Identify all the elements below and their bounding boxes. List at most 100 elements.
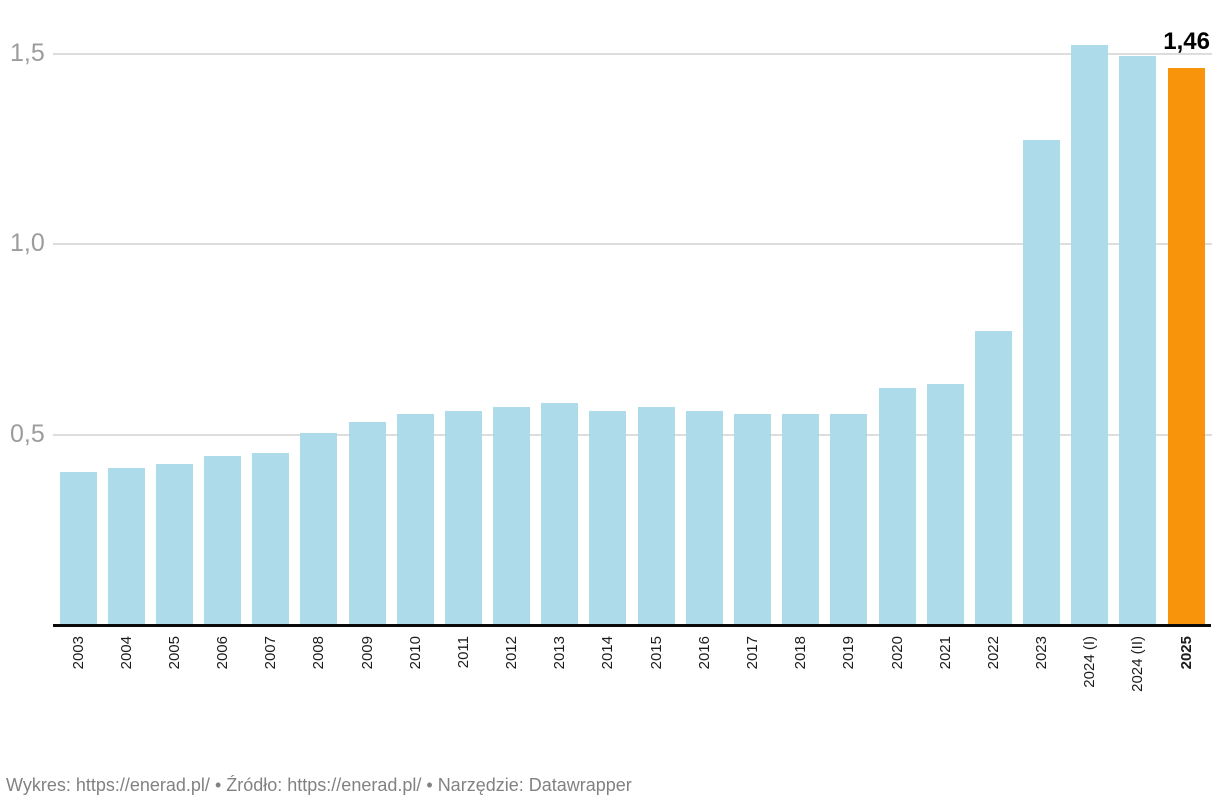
footer-chart-link[interactable]: https://enerad.pl/ — [75, 775, 210, 795]
x-tick-cell: 2012 — [488, 636, 536, 692]
x-tick-cell: 2006 — [199, 636, 247, 692]
x-tick-label-2011: 2011 — [454, 636, 472, 669]
x-tick-cell: 2003 — [54, 636, 102, 692]
x-tick-label-2013: 2013 — [551, 636, 569, 670]
x-tick-label-2020: 2020 — [888, 636, 906, 670]
x-tick-cell: 2015 — [632, 636, 680, 692]
bar-2019[interactable] — [830, 414, 868, 624]
x-tick-cell: 2005 — [150, 636, 198, 692]
bar-slot — [584, 0, 632, 624]
y-tick-label-0-5: 0,5 — [10, 419, 45, 448]
bar-2003[interactable] — [59, 472, 97, 624]
bar-slot — [1162, 0, 1210, 624]
bar-slot — [1114, 0, 1162, 624]
bar-slot — [199, 0, 247, 624]
x-tick-label-2008: 2008 — [310, 636, 328, 670]
footer-tool-label: Narzędzie: — [437, 775, 524, 795]
x-tick-cell: 2021 — [921, 636, 969, 692]
bar-2010[interactable] — [396, 414, 434, 624]
x-tick-label-2025: 2025 — [1177, 636, 1195, 670]
footer: Wykres: https://enerad.pl/ • Źródło: htt… — [6, 774, 632, 797]
bar-slot — [343, 0, 391, 624]
x-tick-label-2009: 2009 — [358, 636, 376, 670]
x-tick-label-2024-i: 2024 (I) — [1081, 636, 1099, 688]
bar-slot — [54, 0, 102, 624]
bar-2023[interactable] — [1023, 140, 1061, 624]
footer-chart-label: Wykres: — [6, 775, 71, 795]
bar-2025[interactable] — [1167, 68, 1205, 624]
x-tick-cell: 2013 — [536, 636, 584, 692]
bar-slot — [728, 0, 776, 624]
bar-2008[interactable] — [300, 433, 338, 624]
x-tick-label-2004: 2004 — [117, 636, 135, 670]
x-tick-label-2024-ii: 2024 (II) — [1129, 636, 1147, 692]
bar-2014[interactable] — [589, 411, 627, 624]
x-axis-labels: 2003 2004 2005 2006 2007 2008 2009 2010 2011 2012… — [54, 636, 1210, 692]
x-tick-label-2021: 2021 — [936, 636, 954, 670]
bar-2021[interactable] — [926, 384, 964, 624]
x-tick-cell: 2022 — [969, 636, 1017, 692]
y-tick-label-1-0: 1,0 — [10, 229, 45, 257]
x-tick-cell: 2017 — [728, 636, 776, 692]
x-tick-cell: 2020 — [873, 636, 921, 692]
footer-separator: • — [426, 775, 433, 795]
x-tick-label-2018: 2018 — [792, 636, 810, 670]
x-axis-line — [53, 624, 1211, 627]
x-tick-cell: 2018 — [777, 636, 825, 692]
gridline-1-0 — [53, 243, 1212, 245]
bar-slot — [295, 0, 343, 624]
x-tick-label-2010: 2010 — [406, 636, 424, 670]
x-tick-label-2015: 2015 — [647, 636, 665, 670]
x-tick-cell: 2010 — [391, 636, 439, 692]
x-tick-label-2019: 2019 — [840, 636, 858, 670]
x-tick-label-2022: 2022 — [984, 636, 1002, 670]
bar-2007[interactable] — [252, 453, 290, 624]
bar-2018[interactable] — [782, 414, 820, 624]
x-tick-label-2007: 2007 — [262, 636, 280, 670]
x-tick-label-2003: 2003 — [69, 636, 87, 670]
bar-2017[interactable] — [733, 414, 771, 624]
bar-2006[interactable] — [204, 456, 242, 624]
x-tick-cell: 2009 — [343, 636, 391, 692]
x-tick-label-2005: 2005 — [165, 636, 183, 670]
x-tick-label-2006: 2006 — [214, 636, 232, 670]
footer-tool-link[interactable]: Datawrapper — [528, 775, 632, 795]
bar-slot — [777, 0, 825, 624]
bar-slot — [921, 0, 969, 624]
bar-2016[interactable] — [685, 411, 723, 624]
bar-slot — [536, 0, 584, 624]
y-tick-label-1-5: 1,5 — [10, 38, 45, 67]
x-tick-label-2016: 2016 — [695, 636, 713, 670]
value-label-2025: 1,46 — [1163, 28, 1210, 55]
footer-source-label: Źródło: — [226, 775, 283, 795]
x-tick-cell: 2007 — [247, 636, 295, 692]
bar-slot — [439, 0, 487, 624]
bar-2024-i[interactable] — [1071, 45, 1109, 624]
x-tick-cell: 2019 — [825, 636, 873, 692]
x-tick-cell: 2024 (II) — [1114, 636, 1162, 692]
bar-2024-ii[interactable] — [1119, 56, 1157, 624]
bar-slot — [150, 0, 198, 624]
bar-slot — [1017, 0, 1065, 624]
bar-2004[interactable] — [107, 468, 145, 624]
bar-2012[interactable] — [493, 407, 531, 624]
bar-2020[interactable] — [878, 388, 916, 624]
x-tick-cell: 2004 — [102, 636, 150, 692]
gridline-0-5 — [53, 433, 1212, 436]
footer-source-link[interactable]: https://enerad.pl/ — [287, 775, 422, 795]
bar-2009[interactable] — [348, 422, 386, 624]
bar-2013[interactable] — [541, 403, 579, 624]
bar-2022[interactable] — [974, 331, 1012, 624]
x-tick-cell: 2014 — [584, 636, 632, 692]
bar-2011[interactable] — [444, 411, 482, 624]
bar-slot — [391, 0, 439, 624]
footer-separator: • — [214, 775, 222, 795]
bar-2015[interactable] — [637, 407, 675, 624]
bar-slot — [488, 0, 536, 624]
x-tick-cell: 2016 — [680, 636, 728, 692]
bar-slot — [825, 0, 873, 624]
bar-slot — [969, 0, 1017, 624]
x-tick-label-2023: 2023 — [1033, 636, 1051, 670]
bar-2005[interactable] — [155, 464, 193, 624]
